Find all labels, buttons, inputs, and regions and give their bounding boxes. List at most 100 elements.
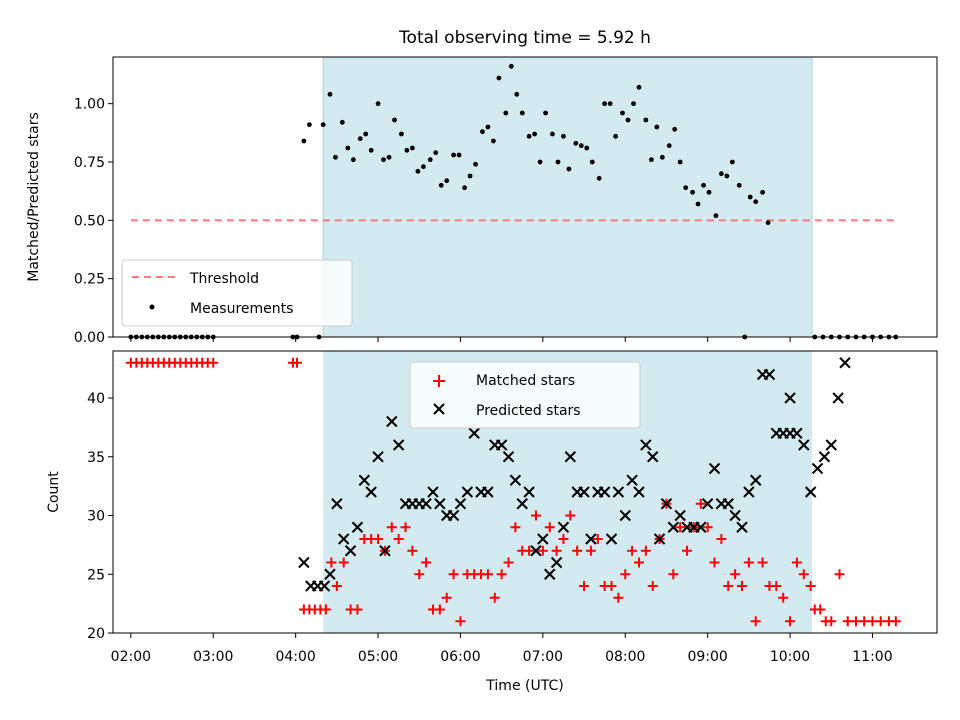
matched-star-point xyxy=(702,522,713,533)
measurement-point xyxy=(677,159,683,165)
predicted-star-point xyxy=(530,545,542,557)
matched-star-point xyxy=(579,581,590,591)
x-tick-label: 10:00 xyxy=(770,649,810,665)
measurement-point xyxy=(561,133,566,139)
predicted-star-point xyxy=(392,439,405,451)
predicted-star-point xyxy=(784,392,796,404)
measurement-point xyxy=(381,157,386,163)
matched-star-point xyxy=(620,569,631,580)
predicted-star-point xyxy=(660,498,673,510)
measurement-point xyxy=(514,91,520,97)
predicted-star-point xyxy=(626,474,638,486)
matched-star-point xyxy=(716,534,727,544)
measurement-point xyxy=(392,117,397,123)
matched-star-point xyxy=(633,557,644,568)
matched-star-point xyxy=(551,545,562,556)
measurement-point xyxy=(555,159,561,165)
x-tick-label: 07:00 xyxy=(523,649,563,665)
predicted-star-point xyxy=(298,556,310,569)
measurement-point xyxy=(584,145,590,151)
predicted-star-point xyxy=(640,439,652,451)
measurement-point xyxy=(718,171,724,177)
predicted-star-point xyxy=(516,498,528,510)
measurement-point xyxy=(485,124,491,130)
predicted-star-point xyxy=(324,568,336,580)
predicted-star-point xyxy=(708,462,721,475)
measurement-point xyxy=(713,213,719,219)
predicted-star-point xyxy=(331,498,343,510)
matched-star-point xyxy=(489,592,500,603)
measurement-point xyxy=(433,150,439,156)
measurement-point xyxy=(613,133,619,139)
predicted-star-point xyxy=(585,533,597,545)
predicted-star-point xyxy=(523,486,535,498)
matched-star-point xyxy=(757,557,768,568)
predicted-star-point xyxy=(736,521,748,533)
matched-star-point xyxy=(448,569,459,580)
measurement-point xyxy=(566,166,572,172)
measurement-point xyxy=(602,101,608,107)
matched-star-point xyxy=(778,592,789,603)
predicted-star-point xyxy=(695,521,707,533)
legend-measurements-swatch xyxy=(149,304,155,310)
legend-measurements-label: Measurements xyxy=(190,301,293,317)
measurement-point xyxy=(690,189,695,195)
measurement-point xyxy=(301,138,307,144)
measurement-point xyxy=(496,75,502,81)
predicted-star-point xyxy=(674,509,686,522)
predicted-star-point xyxy=(791,427,803,439)
predicted-star-point xyxy=(461,486,474,498)
matched-star-point xyxy=(572,545,583,556)
matched-star-point xyxy=(407,545,418,556)
predicted-star-point xyxy=(839,357,851,369)
measurement-point xyxy=(695,201,701,207)
matched-star-point xyxy=(292,357,303,368)
predicted-star-point xyxy=(338,533,350,545)
predicted-star-point xyxy=(564,451,577,463)
measurement-point xyxy=(333,154,338,160)
predicted-star-point xyxy=(763,368,776,381)
measurement-point xyxy=(701,182,706,188)
predicted-star-point xyxy=(447,509,460,522)
measurement-point xyxy=(444,178,450,184)
y-tick-label: 35 xyxy=(87,450,105,466)
matched-star-point xyxy=(386,522,397,533)
matched-star-point xyxy=(730,569,741,580)
measurement-point xyxy=(404,147,410,153)
measurement-point xyxy=(747,194,753,200)
bottom-plot-frame xyxy=(112,350,938,634)
matched-star-point xyxy=(743,557,754,568)
measurement-point xyxy=(729,159,735,165)
matched-star-point xyxy=(675,522,686,533)
measurement-point xyxy=(543,110,548,116)
matched-star-point xyxy=(208,357,219,368)
matched-star-point xyxy=(510,522,521,533)
matched-star-point xyxy=(524,545,535,556)
measurement-point xyxy=(399,131,404,137)
matched-star-point xyxy=(834,569,845,580)
measurement-point xyxy=(753,199,759,205)
legend-matched-label: Matched stars xyxy=(476,373,575,389)
measurement-point xyxy=(625,117,631,123)
measurement-point xyxy=(648,157,654,163)
y-tick-label: 0.50 xyxy=(74,213,105,229)
measurement-point xyxy=(736,182,742,188)
measurement-point xyxy=(363,131,369,137)
top-y-ticks: 0.00 0.25 0.50 0.75 1.00 xyxy=(74,97,113,346)
matched-star-point xyxy=(537,545,548,556)
measurement-point xyxy=(462,185,467,191)
measurement-point xyxy=(415,168,421,174)
predicted-star-point xyxy=(379,545,391,557)
matched-star-point xyxy=(798,569,809,580)
measurement-point xyxy=(683,185,689,191)
measurement-point xyxy=(607,101,613,107)
predicted-star-point xyxy=(750,474,762,486)
predicted-star-point xyxy=(454,498,467,510)
matched-star-point xyxy=(530,510,541,521)
matched-stars-layer xyxy=(125,357,901,627)
predicted-star-point xyxy=(482,486,494,498)
matched-star-point xyxy=(723,581,734,591)
measurement-point xyxy=(573,140,579,146)
x-tick-label: 08:00 xyxy=(605,649,645,665)
predicted-star-point xyxy=(502,451,515,463)
